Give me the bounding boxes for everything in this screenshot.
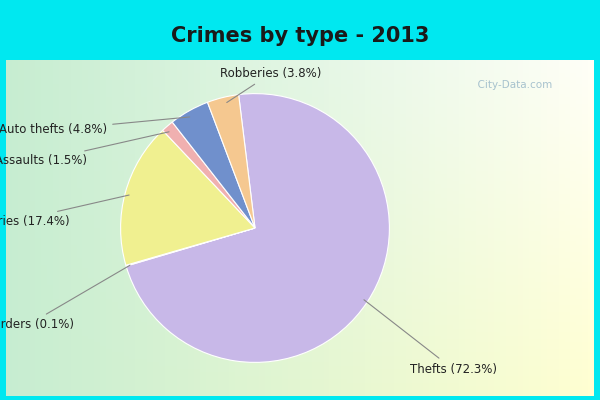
Text: Murders (0.1%): Murders (0.1%) [0, 265, 130, 331]
Text: Burglaries (17.4%): Burglaries (17.4%) [0, 195, 129, 228]
Wedge shape [172, 102, 255, 228]
Text: Auto thefts (4.8%): Auto thefts (4.8%) [0, 117, 190, 136]
Wedge shape [121, 130, 255, 265]
Text: City-Data.com: City-Data.com [471, 80, 552, 90]
Text: Crimes by type - 2013: Crimes by type - 2013 [171, 26, 429, 46]
Text: Thefts (72.3%): Thefts (72.3%) [364, 300, 497, 376]
Wedge shape [126, 228, 255, 266]
Wedge shape [163, 122, 255, 228]
Wedge shape [126, 94, 389, 362]
Text: Robberies (3.8%): Robberies (3.8%) [220, 67, 322, 102]
Text: Assaults (1.5%): Assaults (1.5%) [0, 132, 169, 167]
Wedge shape [208, 95, 255, 228]
